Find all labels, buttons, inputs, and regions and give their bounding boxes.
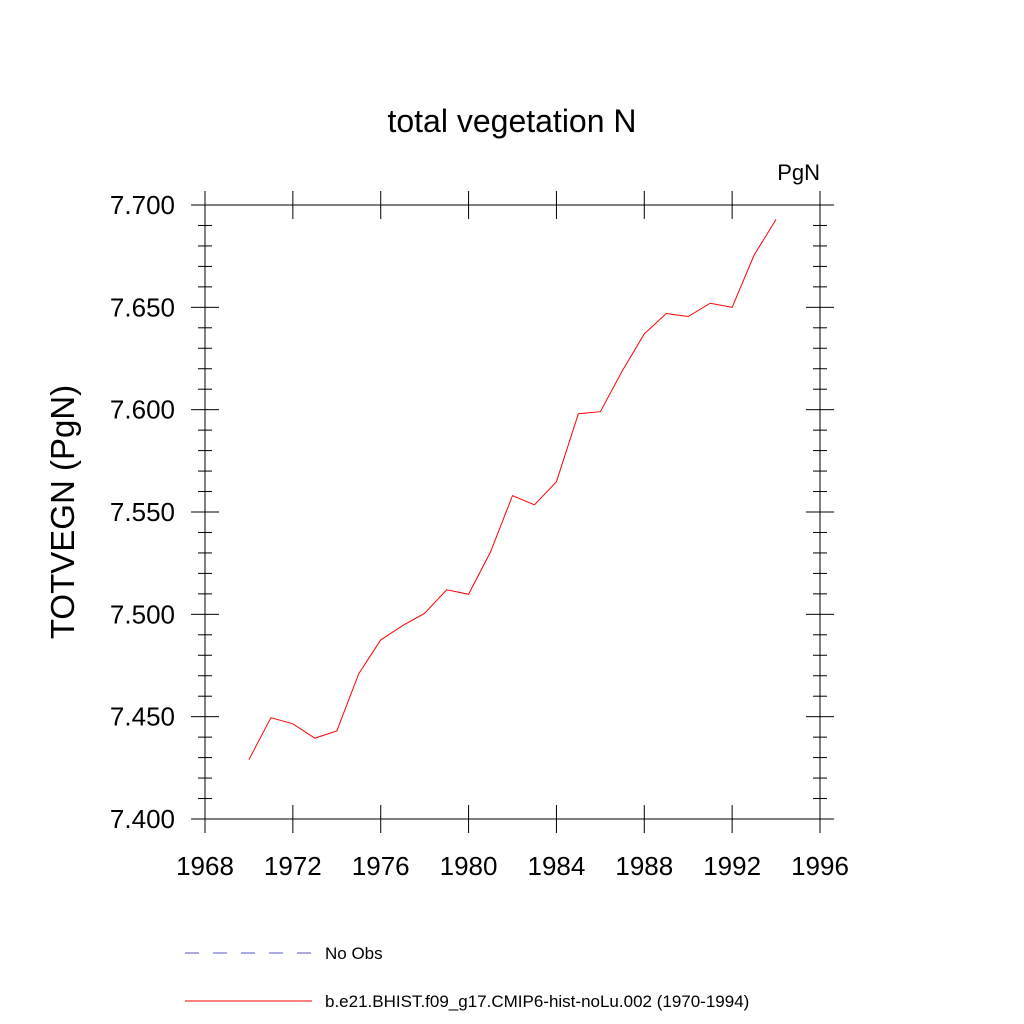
series-layer <box>248 219 777 760</box>
y-tick-label: 7.500 <box>110 599 175 629</box>
x-tick-label: 1976 <box>352 851 410 881</box>
x-tick-label: 1972 <box>264 851 322 881</box>
x-tick-label: 1988 <box>615 851 673 881</box>
legend-label: No Obs <box>325 944 383 963</box>
y-tick-label: 7.600 <box>110 395 175 425</box>
legend-label: b.e21.BHIST.f09_g17.CMIP6-hist-noLu.002 … <box>325 992 749 1011</box>
x-tick-label: 1996 <box>791 851 849 881</box>
y-tick-label: 7.700 <box>110 190 175 220</box>
y-tick-label: 7.400 <box>110 804 175 834</box>
y-tick-label: 7.650 <box>110 292 175 322</box>
x-tick-label: 1980 <box>440 851 498 881</box>
series-line <box>248 219 777 760</box>
x-tick-label: 1984 <box>528 851 586 881</box>
axis-ticks <box>191 191 834 833</box>
x-tick-label: 1968 <box>176 851 234 881</box>
units-label: PgN <box>777 160 820 185</box>
y-axis-label: TOTVEGN (PgN) <box>44 385 81 639</box>
chart-title: total vegetation N <box>387 103 636 139</box>
y-tick-label: 7.550 <box>110 497 175 527</box>
axis-tick-labels: 1968 1972 1976 1980 1984 1988 1992 1996 7.400 7.4… <box>110 190 849 881</box>
y-tick-label: 7.450 <box>110 702 175 732</box>
legend: No Obs b.e21.BHIST.f09_g17.CMIP6-hist-noL… <box>185 944 749 1011</box>
x-tick-label: 1992 <box>703 851 761 881</box>
